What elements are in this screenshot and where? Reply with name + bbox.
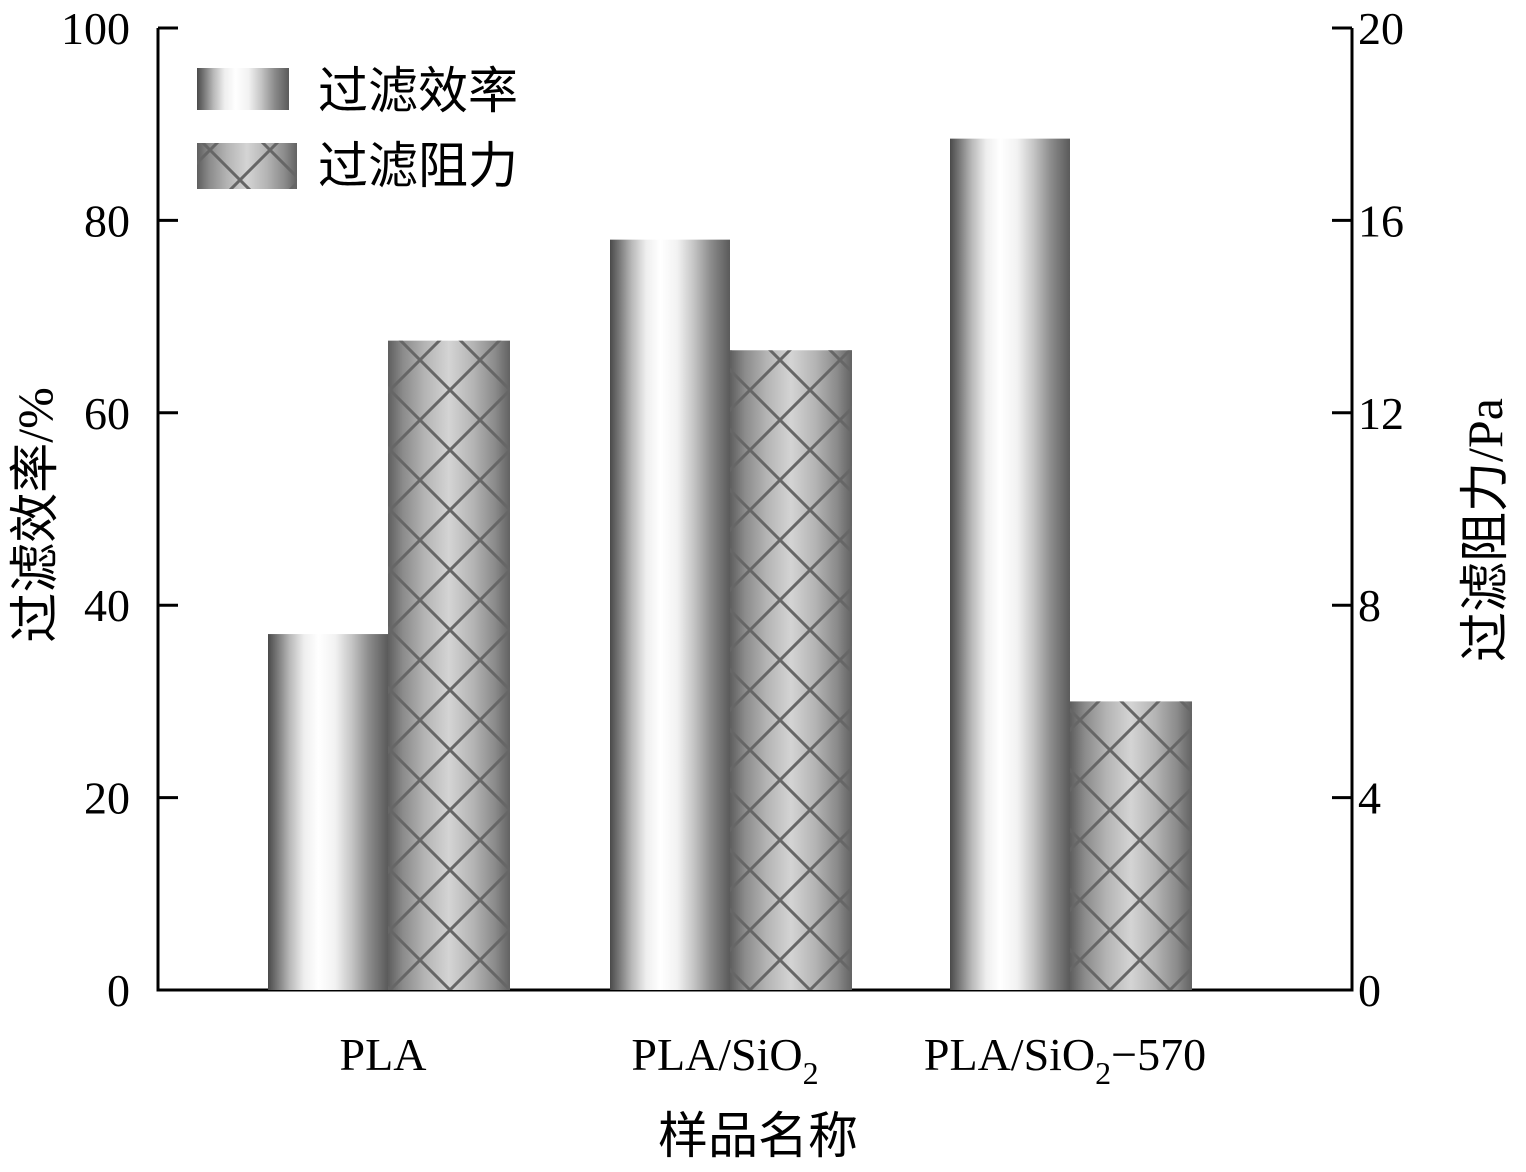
x-tick-label: PLA/SiO2 [631, 1029, 818, 1091]
right-y-ticks: 0 4 8 12 16 20 [1332, 3, 1404, 1016]
bar-filtration-efficiency [268, 634, 388, 990]
right-y-tick-label: 4 [1358, 773, 1381, 824]
legend-label-filtration-resistance: 过滤阻力 [318, 138, 518, 194]
legend-swatch-hatch [197, 143, 297, 189]
bar-filtration-resistance-hatch [730, 350, 852, 990]
bar-filtration-efficiency [610, 239, 730, 990]
left-y-tick-label: 60 [84, 388, 130, 439]
x-axis-title: 样品名称 [658, 1108, 858, 1164]
legend-swatch-filtration-efficiency [197, 68, 289, 110]
left-y-ticks: 0 20 40 60 80 100 [61, 3, 178, 1016]
right-y-tick-label: 0 [1358, 965, 1381, 1016]
x-tick-labels: PLA PLA/SiO2 PLA/SiO2−570 [340, 1029, 1207, 1091]
left-y-tick-label: 40 [84, 580, 130, 631]
x-tick-label: PLA [340, 1029, 427, 1080]
bar-filtration-resistance-hatch [1070, 701, 1192, 990]
right-y-tick-label: 12 [1358, 388, 1404, 439]
x-tick-label: PLA/SiO2−570 [924, 1029, 1206, 1091]
right-y-tick-label: 16 [1358, 195, 1404, 246]
left-y-tick-label: 0 [107, 965, 130, 1016]
right-y-tick-label: 20 [1358, 3, 1404, 54]
left-y-tick-label: 20 [84, 773, 130, 824]
left-y-axis-title: 过滤效率/% [7, 387, 63, 643]
right-y-tick-label: 8 [1358, 580, 1381, 631]
bars [268, 138, 1192, 990]
left-y-tick-label: 100 [61, 3, 130, 54]
bar-filtration-resistance-hatch [388, 340, 510, 990]
right-y-axis-title: 过滤阻力/Pa [1457, 398, 1513, 662]
legend-label-filtration-efficiency: 过滤效率 [318, 63, 518, 119]
left-y-tick-label: 80 [84, 195, 130, 246]
legend: 过滤效率 过滤阻力 [197, 63, 518, 194]
bar-filtration-efficiency [950, 138, 1070, 990]
